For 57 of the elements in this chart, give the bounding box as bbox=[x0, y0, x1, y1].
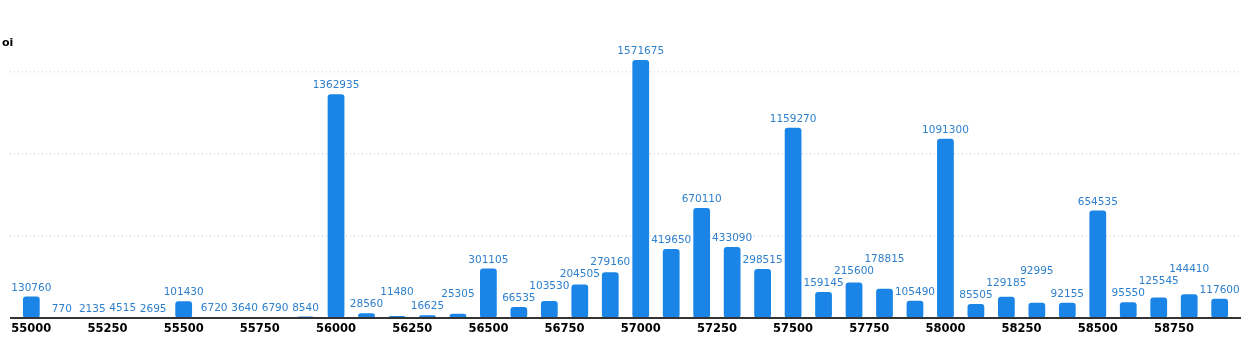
x-tick-label: 56500 bbox=[468, 321, 509, 335]
data-label: 129185 bbox=[986, 275, 1027, 288]
data-label: 92155 bbox=[1050, 286, 1085, 299]
data-label: 1571675 bbox=[617, 44, 665, 56]
data-label: 144410 bbox=[1169, 262, 1210, 275]
data-label: 215600 bbox=[833, 263, 875, 276]
data-label: 298515 bbox=[742, 253, 783, 265]
data-label: 1091300 bbox=[922, 122, 969, 135]
data-label: 178815 bbox=[864, 251, 905, 264]
data-label: 2135 bbox=[78, 301, 106, 314]
x-tick-label: 58250 bbox=[1001, 321, 1042, 335]
data-label: 103530 bbox=[529, 279, 570, 292]
data-label: 66535 bbox=[502, 291, 536, 304]
data-label: 3640 bbox=[231, 301, 258, 314]
data-label: 92995 bbox=[1020, 263, 1054, 276]
x-tick-label: 57500 bbox=[773, 321, 814, 335]
data-label: 6720 bbox=[200, 300, 228, 313]
x-tick-label: 55750 bbox=[239, 321, 280, 335]
x-tick-label: 58500 bbox=[1077, 321, 1118, 335]
data-label: 433090 bbox=[712, 230, 753, 243]
x-tick-label: 58750 bbox=[1153, 321, 1194, 335]
x-tick-label: 55000 bbox=[11, 321, 52, 335]
data-label: 204505 bbox=[559, 267, 600, 280]
data-label: 279160 bbox=[590, 255, 631, 268]
x-tick-label: 56250 bbox=[392, 321, 433, 335]
x-tick-label: 57750 bbox=[849, 321, 890, 335]
data-label: 159145 bbox=[803, 275, 844, 288]
x-tick-label: 55500 bbox=[163, 321, 204, 335]
data-label: 130760 bbox=[11, 280, 52, 293]
x-tick-label: 56750 bbox=[544, 321, 585, 335]
data-label: 654535 bbox=[1077, 194, 1118, 207]
data-label: 419650 bbox=[651, 233, 692, 246]
data-label: 125545 bbox=[1138, 274, 1179, 287]
data-label: 16625 bbox=[410, 299, 445, 312]
data-label: 770 bbox=[51, 301, 72, 314]
data-label: 670110 bbox=[681, 192, 722, 204]
data-label: 101430 bbox=[163, 285, 204, 298]
data-label: 4515 bbox=[109, 301, 137, 314]
x-tick-label: 58000 bbox=[925, 321, 966, 335]
data-label: 6790 bbox=[261, 300, 289, 313]
data-label: 25305 bbox=[441, 287, 475, 300]
data-label: 28560 bbox=[349, 297, 384, 310]
data-label: 85505 bbox=[959, 287, 993, 300]
data-label: 11480 bbox=[380, 285, 414, 298]
x-tick-label: 57000 bbox=[620, 321, 661, 335]
x-tick-label: 55250 bbox=[87, 321, 128, 335]
data-label: 2695 bbox=[139, 301, 167, 314]
x-tick-label: 57250 bbox=[696, 321, 737, 335]
data-label: 105490 bbox=[894, 284, 936, 297]
data-label: 1159270 bbox=[769, 111, 817, 124]
y-axis-title: oi bbox=[2, 36, 14, 49]
data-label: 1362935 bbox=[312, 78, 360, 91]
data-label: 301105 bbox=[468, 252, 509, 265]
data-label: 117600 bbox=[1199, 282, 1240, 295]
data-label: 8540 bbox=[292, 300, 319, 313]
x-tick-label: 56000 bbox=[316, 321, 357, 335]
data-label: 95550 bbox=[1111, 286, 1145, 299]
